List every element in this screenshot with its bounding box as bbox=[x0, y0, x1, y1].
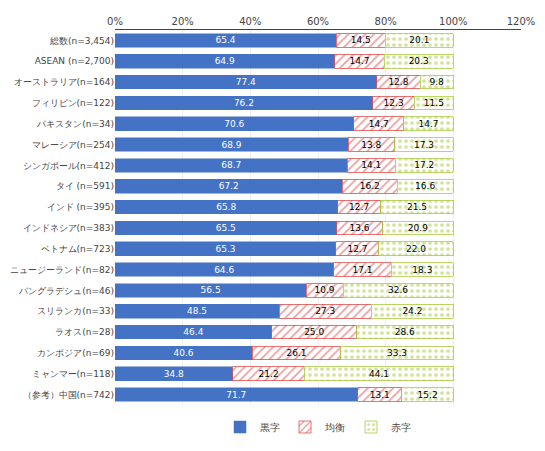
svg-text:68.7: 68.7 bbox=[221, 160, 241, 170]
svg-text:14.5: 14.5 bbox=[351, 35, 371, 45]
svg-text:インド (n=395): インド (n=395) bbox=[47, 202, 114, 212]
svg-text:100%: 100% bbox=[439, 16, 468, 27]
svg-text:12.7: 12.7 bbox=[349, 202, 369, 212]
svg-text:65.4: 65.4 bbox=[215, 35, 235, 45]
svg-text:13.8: 13.8 bbox=[361, 140, 381, 150]
svg-text:ミャンマー(n=118): ミャンマー(n=118) bbox=[32, 369, 114, 379]
svg-text:22.0: 22.0 bbox=[406, 244, 426, 254]
svg-text:28.6: 28.6 bbox=[395, 327, 415, 337]
svg-text:44.1: 44.1 bbox=[369, 369, 389, 379]
svg-text:16.2: 16.2 bbox=[360, 181, 380, 191]
svg-text:70.6: 70.6 bbox=[224, 119, 244, 129]
svg-text:60%: 60% bbox=[307, 16, 329, 27]
svg-text:パキスタン(n=34): パキスタン(n=34) bbox=[36, 119, 114, 129]
svg-text:12.7: 12.7 bbox=[347, 244, 367, 254]
svg-text:80%: 80% bbox=[375, 16, 397, 27]
svg-text:0%: 0% bbox=[107, 16, 123, 27]
svg-text:34.8: 34.8 bbox=[164, 369, 184, 379]
svg-text:17.3: 17.3 bbox=[414, 140, 434, 150]
svg-text:総数(n=3,454): 総数(n=3,454) bbox=[49, 36, 114, 46]
svg-text:ASEAN (n=2,700): ASEAN (n=2,700) bbox=[35, 56, 114, 66]
svg-text:26.1: 26.1 bbox=[286, 348, 306, 358]
svg-text:16.6: 16.6 bbox=[415, 181, 435, 191]
svg-text:黒字: 黒字 bbox=[260, 422, 280, 433]
svg-text:14.7: 14.7 bbox=[369, 119, 389, 129]
svg-text:27.3: 27.3 bbox=[315, 306, 335, 316]
svg-text:33.3: 33.3 bbox=[387, 348, 407, 358]
svg-text:65.8: 65.8 bbox=[216, 202, 236, 212]
svg-text:65.3: 65.3 bbox=[215, 244, 235, 254]
svg-text:32.6: 32.6 bbox=[388, 285, 408, 295]
svg-text:シンガポール(n=412): シンガポール(n=412) bbox=[23, 161, 114, 171]
svg-text:17.1: 17.1 bbox=[352, 265, 372, 275]
svg-text:13.1: 13.1 bbox=[370, 390, 390, 400]
svg-text:20.3: 20.3 bbox=[409, 56, 429, 66]
svg-text:21.5: 21.5 bbox=[407, 202, 427, 212]
svg-text:18.3: 18.3 bbox=[412, 265, 432, 275]
svg-text:（参考）中国(n=742): （参考）中国(n=742) bbox=[23, 390, 114, 400]
svg-text:ベトナム(n=723): ベトナム(n=723) bbox=[41, 244, 114, 254]
svg-text:フィリピン(n=122): フィリピン(n=122) bbox=[32, 98, 114, 108]
svg-text:71.7: 71.7 bbox=[226, 390, 246, 400]
svg-text:17.2: 17.2 bbox=[414, 160, 434, 170]
svg-text:24.2: 24.2 bbox=[402, 306, 422, 316]
svg-text:65.5: 65.5 bbox=[216, 223, 236, 233]
svg-text:14.7: 14.7 bbox=[418, 119, 438, 129]
svg-text:11.5: 11.5 bbox=[424, 98, 444, 108]
svg-text:25.0: 25.0 bbox=[304, 327, 324, 337]
svg-text:マレーシア(n=254): マレーシア(n=254) bbox=[32, 140, 114, 150]
svg-text:40.6: 40.6 bbox=[174, 348, 194, 358]
svg-text:77.4: 77.4 bbox=[236, 77, 256, 87]
svg-text:オーストラリア(n=164): オーストラリア(n=164) bbox=[14, 77, 114, 87]
svg-text:インドネシア(n=383): インドネシア(n=383) bbox=[23, 223, 114, 233]
svg-text:12.8: 12.8 bbox=[388, 77, 408, 87]
svg-text:タイ (n=591): タイ (n=591) bbox=[56, 181, 114, 191]
svg-text:20%: 20% bbox=[172, 16, 194, 27]
svg-text:56.5: 56.5 bbox=[201, 285, 221, 295]
svg-text:76.2: 76.2 bbox=[234, 98, 254, 108]
svg-text:14.1: 14.1 bbox=[361, 160, 381, 170]
svg-text:赤字: 赤字 bbox=[391, 422, 411, 433]
svg-text:均衡: 均衡 bbox=[324, 422, 345, 433]
svg-text:ニュージーランド(n=82): ニュージーランド(n=82) bbox=[10, 265, 114, 275]
svg-text:13.6: 13.6 bbox=[349, 223, 369, 233]
svg-text:10.9: 10.9 bbox=[314, 285, 334, 295]
svg-text:15.2: 15.2 bbox=[418, 390, 438, 400]
svg-text:スリランカ(n=33): スリランカ(n=33) bbox=[37, 306, 114, 316]
svg-text:64.9: 64.9 bbox=[215, 56, 235, 66]
svg-text:20.1: 20.1 bbox=[409, 35, 429, 45]
svg-text:68.9: 68.9 bbox=[221, 140, 241, 150]
svg-text:カンボジア(n=69): カンボジア(n=69) bbox=[37, 348, 114, 358]
svg-text:9.8: 9.8 bbox=[429, 77, 444, 87]
svg-text:40%: 40% bbox=[239, 16, 261, 27]
svg-text:14.7: 14.7 bbox=[349, 56, 369, 66]
svg-text:46.4: 46.4 bbox=[183, 327, 203, 337]
svg-text:20.9: 20.9 bbox=[408, 223, 428, 233]
svg-text:バングラデシュ(n=46): バングラデシュ(n=46) bbox=[18, 286, 114, 296]
svg-text:21.2: 21.2 bbox=[259, 369, 279, 379]
svg-text:120%: 120% bbox=[507, 16, 536, 27]
svg-text:ラオス(n=28): ラオス(n=28) bbox=[55, 327, 114, 337]
svg-text:48.5: 48.5 bbox=[187, 306, 207, 316]
svg-text:64.6: 64.6 bbox=[214, 265, 234, 275]
svg-text:67.2: 67.2 bbox=[219, 181, 239, 191]
svg-text:12.3: 12.3 bbox=[384, 98, 404, 108]
